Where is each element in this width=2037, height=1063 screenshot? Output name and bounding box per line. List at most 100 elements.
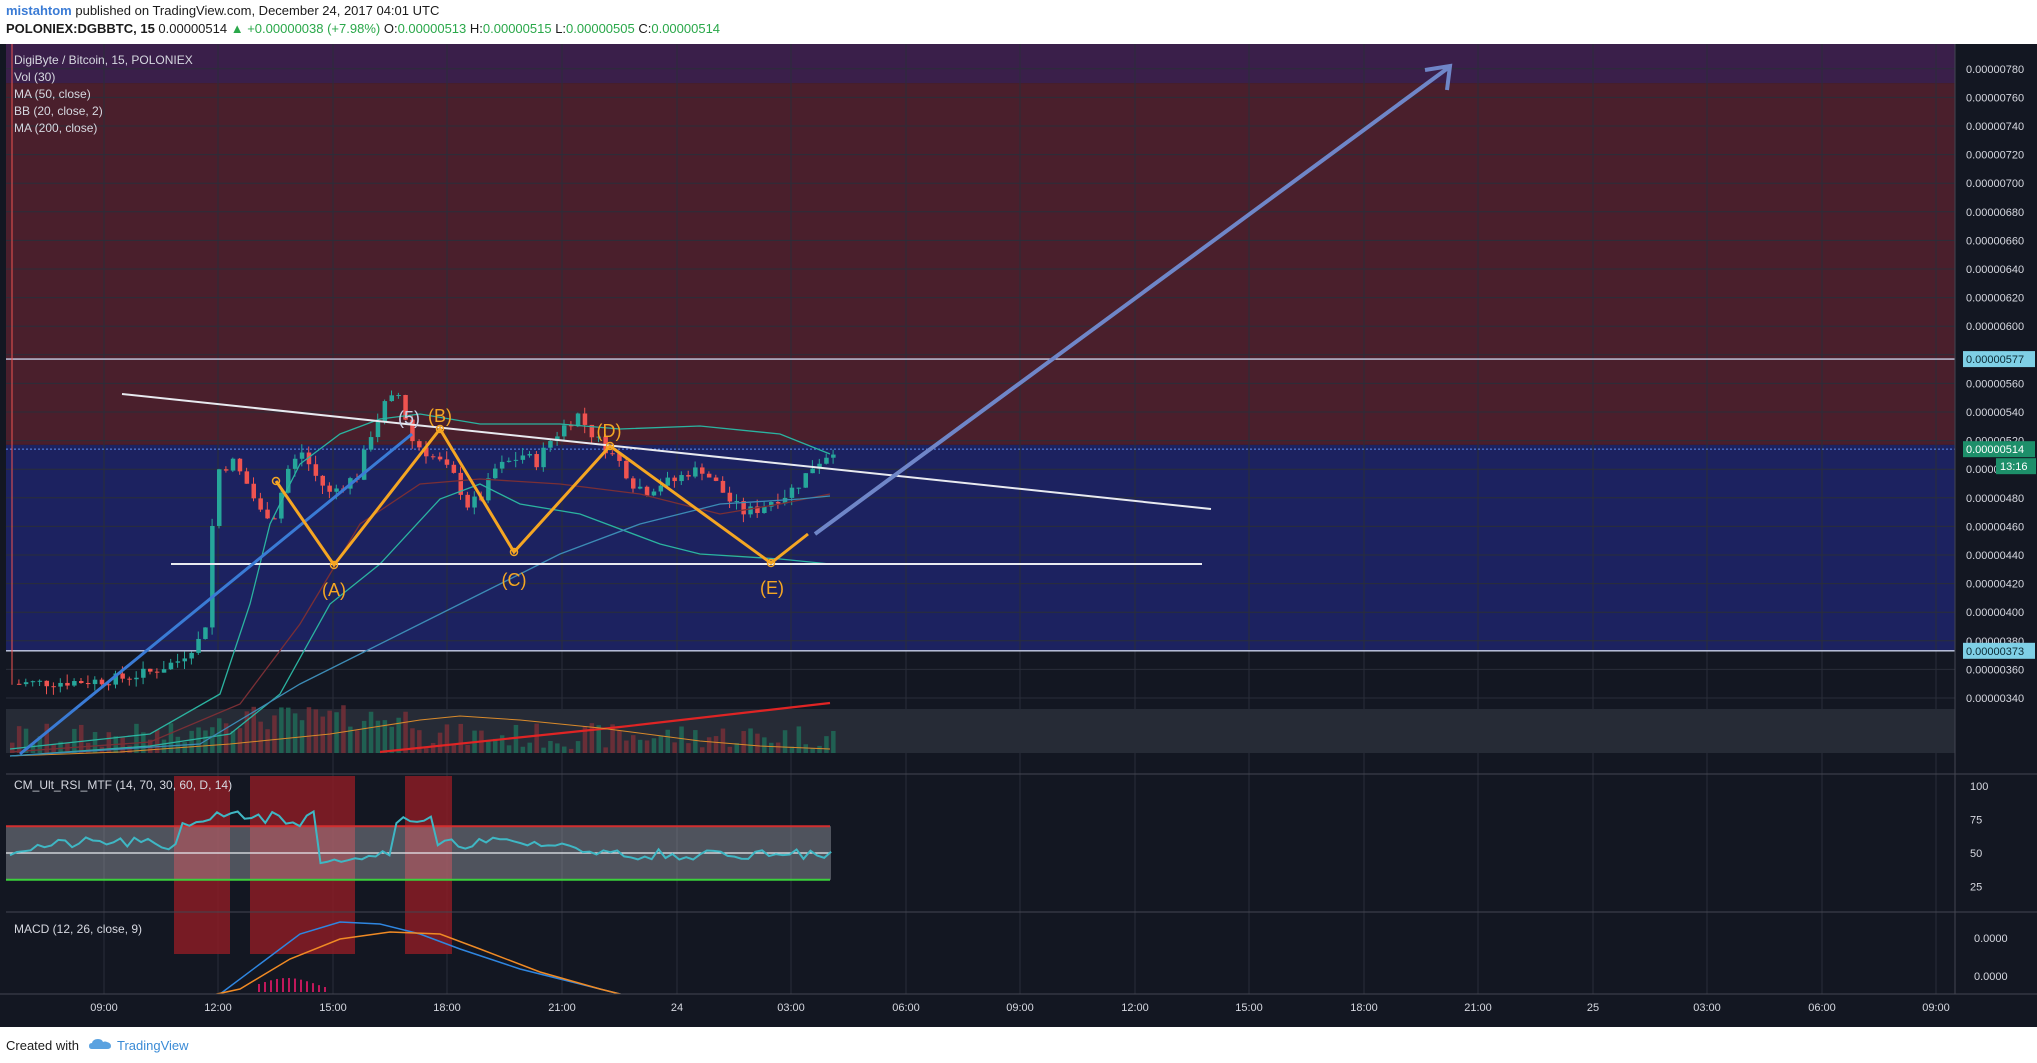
candle-body <box>154 671 160 673</box>
candle-body <box>451 464 457 473</box>
candle-body <box>196 638 201 653</box>
volume-bar <box>341 705 346 753</box>
tradingview-link[interactable]: TradingView <box>117 1038 189 1053</box>
candle-body <box>382 401 388 422</box>
volume-bar <box>720 728 726 753</box>
volume-bar <box>16 726 22 753</box>
macd-histogram-bar <box>282 978 284 992</box>
target-arrow-line <box>813 66 1450 536</box>
macd-histogram-bar <box>264 982 266 992</box>
candle-body <box>272 518 277 520</box>
volume-bar <box>168 723 174 753</box>
candle-body <box>327 485 332 492</box>
volume-bar <box>85 742 91 753</box>
volume-bar <box>499 735 505 753</box>
volume-bar <box>396 717 401 753</box>
candle-body <box>141 668 146 678</box>
volume-bar <box>610 724 615 753</box>
volume-bar <box>72 728 77 753</box>
ma-slow-line <box>9 495 831 757</box>
volume-bar <box>824 736 829 753</box>
pattern-point <box>329 560 339 570</box>
volume-bar <box>713 736 719 753</box>
target-arrow-head <box>1424 63 1453 91</box>
time-tick-label: 18:00 <box>433 1002 461 1014</box>
candle-body <box>99 679 105 685</box>
price-tick-label: 0.00000700 <box>1966 178 2024 190</box>
author-link[interactable]: mistahtom <box>6 3 72 18</box>
chart-canvas[interactable]: (5)(B)(D)(A)(C)(E)0.000008200.000008000.… <box>0 44 2037 1027</box>
published-text: published on TradingView.com, December 2… <box>75 3 440 18</box>
legend-ma200[interactable]: MA (200, close) <box>14 121 98 135</box>
last-price: 0.00000514 <box>158 21 228 36</box>
macd-histogram-bar <box>276 978 278 992</box>
volume-bar <box>127 745 132 753</box>
price-tick-label: 0.00000480 <box>1966 493 2024 505</box>
lower-zone <box>6 444 1955 651</box>
legend-vol[interactable]: Vol (30) <box>14 70 56 84</box>
candle-body <box>658 485 664 492</box>
candle-body <box>286 468 291 493</box>
price-tick-label: 0.00000540 <box>1966 407 2024 419</box>
rsi-overbought-band <box>174 776 230 954</box>
rsi-tick-label: 100 <box>1970 781 1988 793</box>
volume-bar <box>589 723 595 753</box>
tradingview-logo-icon[interactable] <box>88 1038 112 1057</box>
volume-bar <box>279 707 284 753</box>
volume-bar <box>541 747 546 753</box>
candle-body <box>631 478 636 489</box>
candle-body <box>430 456 436 458</box>
low-value: 0.00000505 <box>566 21 635 36</box>
candle-body <box>706 473 712 478</box>
candle-body <box>37 680 43 682</box>
candle-body <box>810 468 815 474</box>
volume-bar <box>762 737 767 753</box>
macd-histogram-bar <box>300 979 302 992</box>
candle-body <box>713 477 719 481</box>
volume-bar <box>375 720 381 753</box>
candle-body <box>748 506 753 515</box>
candle-body <box>389 395 394 402</box>
volume-bar <box>430 742 436 753</box>
time-tick-label: 09:00 <box>1922 1002 1950 1014</box>
macd-label[interactable]: MACD (12, 26, close, 9) <box>14 922 143 936</box>
rsi-overbought-band <box>250 776 355 954</box>
rsi-label[interactable]: CM_Ult_RSI_MTF (14, 70, 30, 60, D, 14) <box>14 778 233 792</box>
price-tick-label: 0.00000400 <box>1966 607 2024 619</box>
wave-label-d: (D) <box>597 421 622 441</box>
candle-body <box>769 502 774 507</box>
rsi-tick-label: 75 <box>1970 815 1982 827</box>
candle-body <box>596 436 601 438</box>
candle-body <box>189 652 194 659</box>
volume-bar <box>44 723 49 753</box>
legend-ma50[interactable]: MA (50, close) <box>14 87 91 101</box>
volume-bar <box>210 727 215 753</box>
volume-bar <box>154 729 160 753</box>
ma200-line <box>379 701 831 754</box>
time-tick-label: 09:00 <box>1006 1002 1034 1014</box>
time-tick-label: 15:00 <box>319 1002 347 1014</box>
legend-title: DigiByte / Bitcoin, 15, POLONIEX <box>14 53 193 67</box>
bb-mid-line <box>9 478 831 753</box>
candle-body <box>782 497 788 504</box>
price-tick-label: 0.00000560 <box>1966 378 2024 390</box>
candle-body <box>720 480 726 493</box>
open-label: O: <box>383 21 398 36</box>
macd-histogram-bar <box>258 984 260 992</box>
candle-body <box>534 454 539 468</box>
volume-bar <box>562 746 567 753</box>
volume-bar <box>568 748 574 753</box>
price-tick-label: 0.00000740 <box>1966 121 2024 133</box>
chart-area[interactable]: (5)(B)(D)(A)(C)(E)0.000008200.000008000.… <box>0 44 2037 1027</box>
ma50-volume-line <box>9 715 831 757</box>
volume-bar <box>658 735 664 753</box>
legend-bb[interactable]: BB (20, close, 2) <box>14 104 103 118</box>
macd-tick-label: 0.0000 <box>1974 933 2008 945</box>
candle-body <box>762 506 767 514</box>
volume-bar <box>258 721 263 753</box>
volume-bar <box>237 728 243 753</box>
volume-bar <box>651 738 657 753</box>
rsi-tick-label: 50 <box>1970 848 1982 860</box>
macd-histogram-bar <box>288 978 290 992</box>
candle-body <box>644 486 650 496</box>
